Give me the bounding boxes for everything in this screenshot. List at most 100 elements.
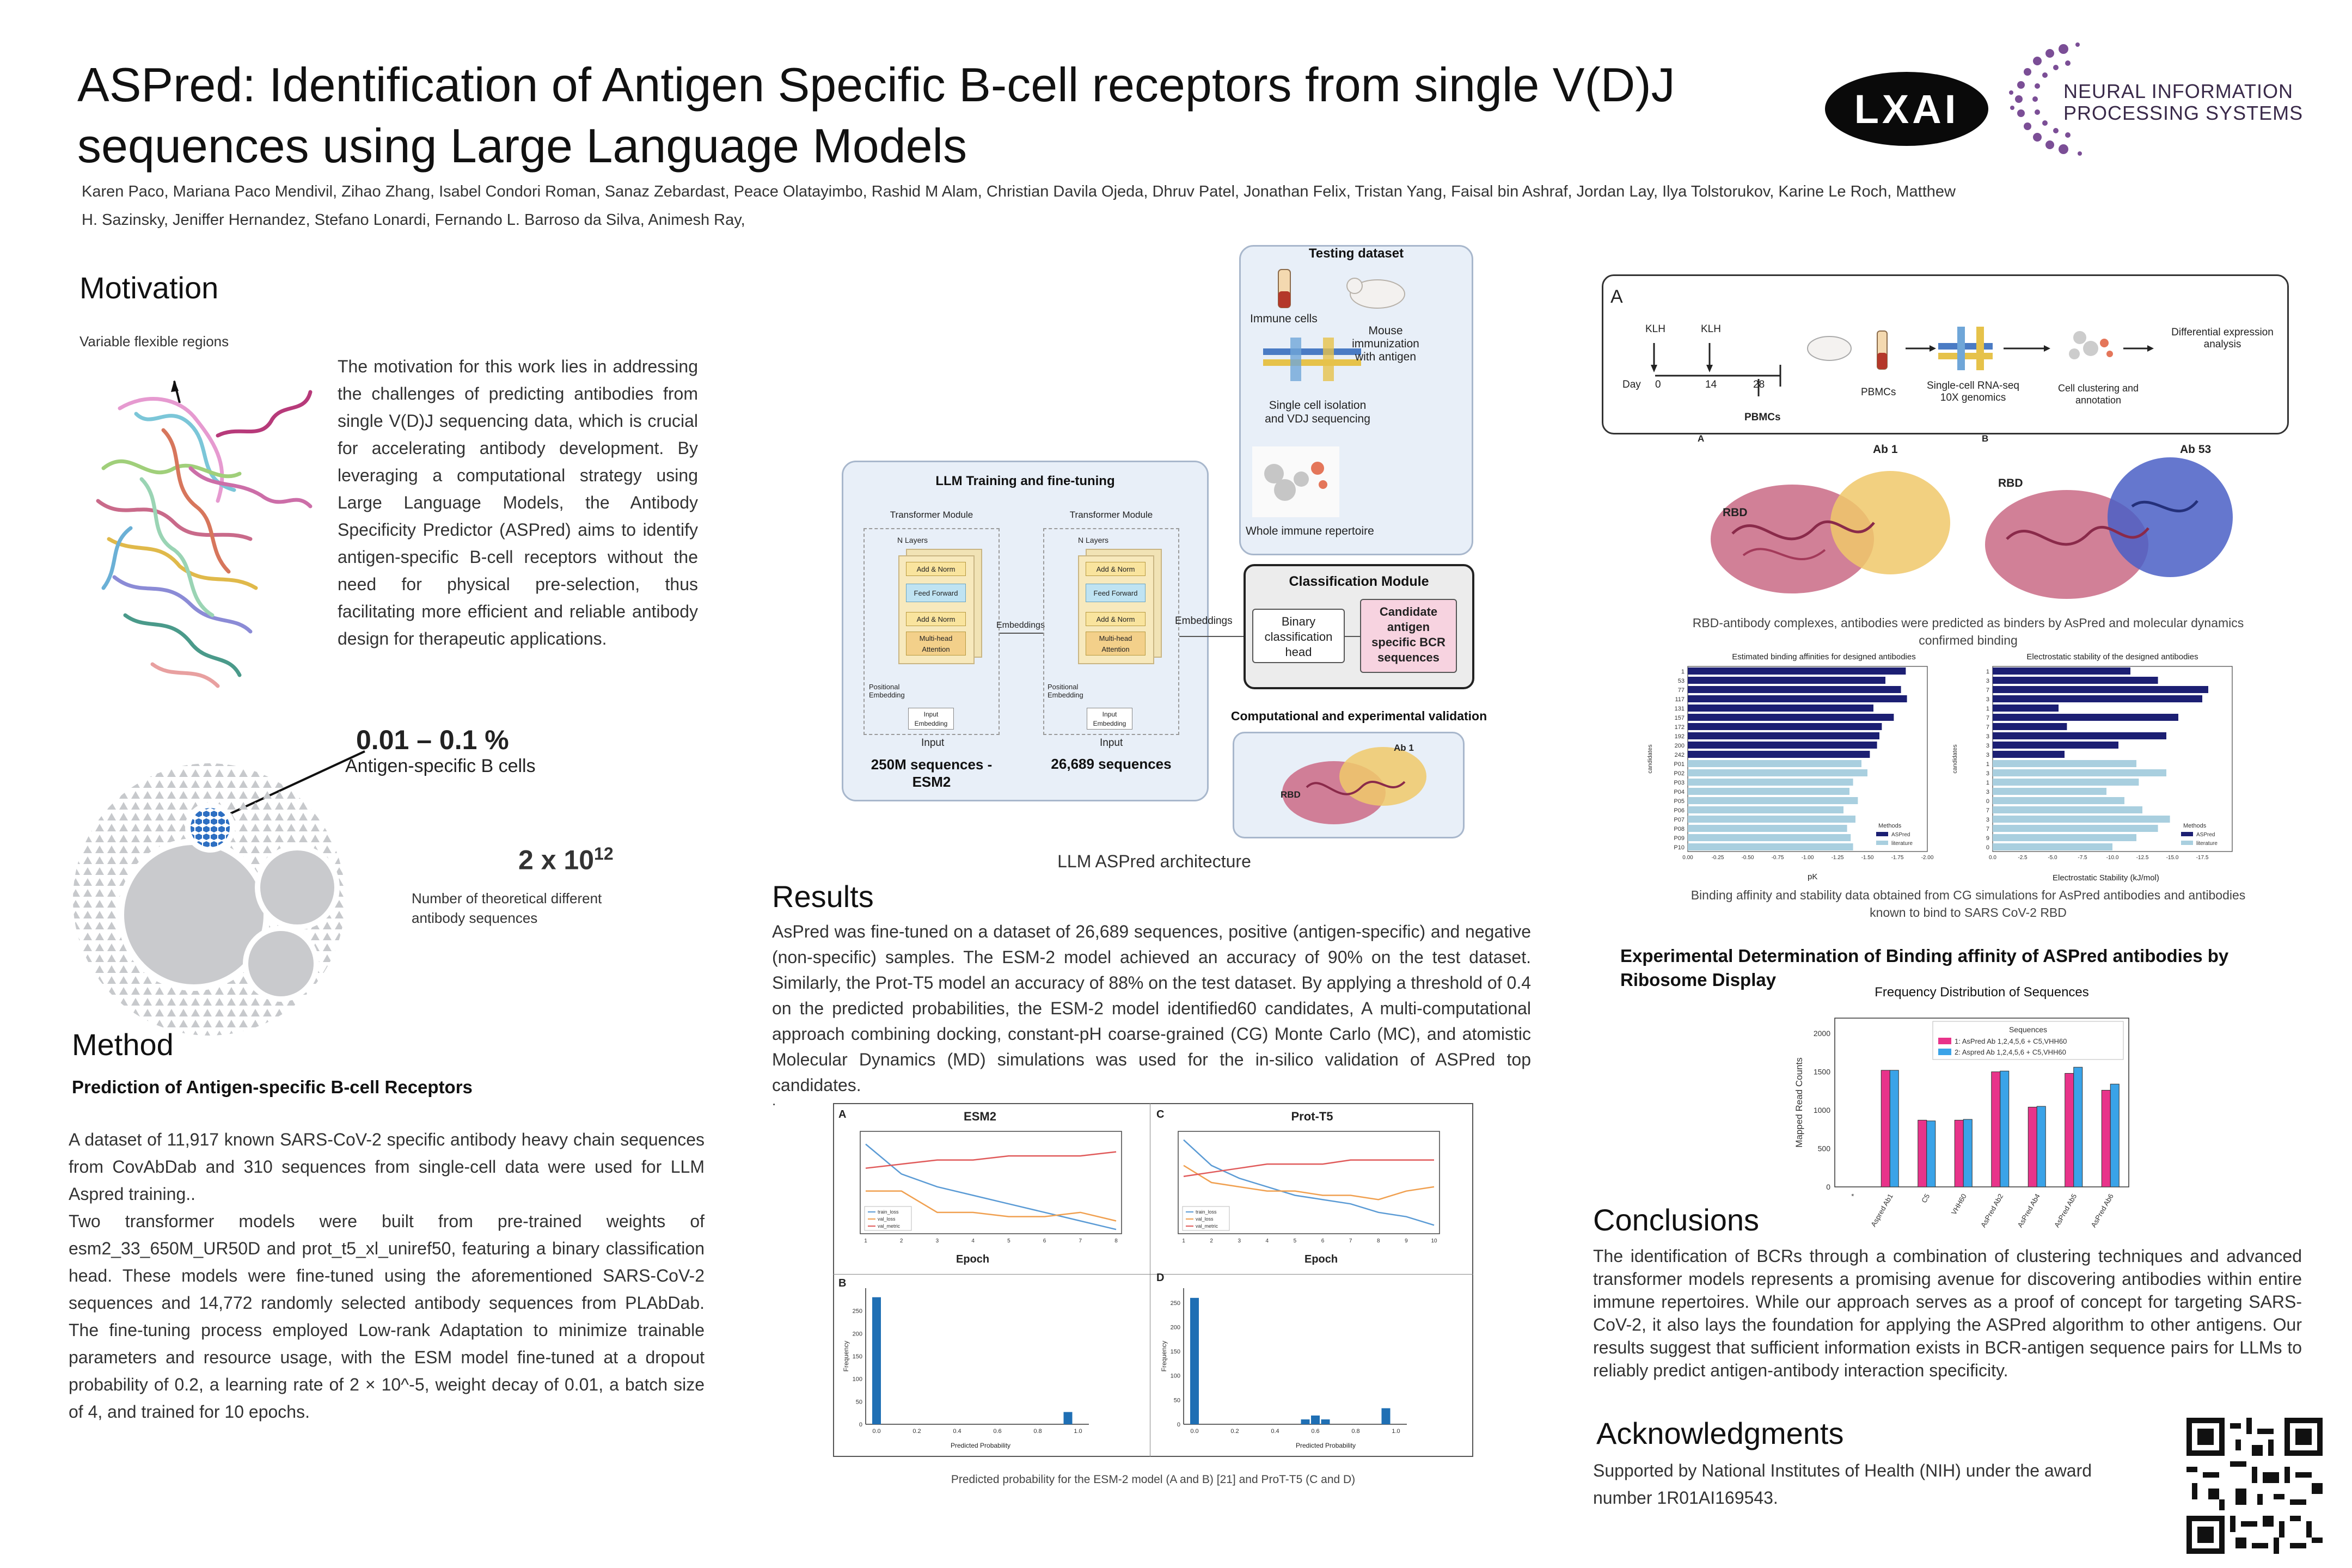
pbmcs-label: PBMCs: [1861, 387, 1896, 398]
prot-hist-ytick: 50: [1174, 1397, 1180, 1404]
epoch-label-a: Epoch: [956, 1253, 990, 1265]
complex-rbd-label-a: RBD: [1723, 506, 1748, 519]
esm-hist-xtick: 0.4: [953, 1428, 961, 1435]
stability-xtick: 0.0: [1989, 855, 1996, 861]
esm-curve-legend-label: val_loss: [878, 1216, 896, 1222]
stability-bar-ASPred: [1993, 705, 2059, 712]
transformer-label-1: Transformer Module: [890, 510, 973, 520]
isolation-label: Single cell isolation and VDJ sequencing: [1247, 399, 1388, 426]
prot-hist-bar: [1321, 1419, 1330, 1424]
esm-probability-histogram: 0 50 100 150 200 250 0.0 0.2 0.4 0.6 0.8 1.0 Frequen…: [842, 1288, 1089, 1435]
ribosome-heading: Experimental Determination of Binding af…: [1620, 944, 2328, 992]
pos-emb-2: Positional Embedding: [1048, 683, 1083, 699]
ribosome-chart-title: Frequency Distribution of Sequences: [1875, 985, 2089, 1000]
qr-code[interactable]: [2186, 1418, 2323, 1554]
sequence-count: 2 x 1012: [518, 844, 614, 876]
stability-legend-swatch-literature: [2181, 841, 2193, 845]
ribosome-ylabel: Mapped Read Counts: [1794, 1057, 1804, 1147]
isolation-label-2: and VDJ sequencing: [1265, 413, 1370, 425]
esm-hist-xtick: 1.0: [1074, 1428, 1082, 1435]
pred-prob-label-d: Predicted Probability: [1296, 1442, 1356, 1449]
classification-title: Classification Module: [1289, 574, 1429, 589]
pos-emb-1-line-2: Embedding: [869, 691, 905, 699]
binding-legend-swatch-literature: [1876, 841, 1888, 845]
esm-hist-ylabel: Frequency: [842, 1341, 850, 1372]
motivation-heading: Motivation: [79, 271, 219, 305]
ribosome-heading-2: Ribosome Display: [1620, 970, 1777, 990]
prot-hist-bar: [1381, 1408, 1391, 1424]
experiment-timeline-box: [1602, 274, 2289, 434]
add-norm-2a: Add & Norm: [1086, 562, 1146, 576]
results-divider-h: [833, 1274, 1473, 1275]
sequence-count-label-2: antibody sequences: [412, 910, 538, 926]
binding-chart-title: Estimated binding affinities for designe…: [1732, 652, 1916, 661]
stability-xtick: -17.5: [2196, 855, 2209, 861]
ribosome-legend-label-1: 1: AsPred Ab 1,2,4,5,6 + C5,VHH60: [1955, 1037, 2067, 1045]
binary-1: Binary: [1281, 615, 1316, 628]
stability-bar-ASPred: [1993, 751, 2065, 758]
binding-xtick: -0.25: [1712, 855, 1724, 861]
esm-hist-ytick: 250: [853, 1308, 862, 1315]
rbd-ab1-complex-image: [1711, 471, 1950, 593]
stability-axes: [1992, 666, 2233, 852]
mha-2-line-1: Multi-head: [1099, 634, 1132, 642]
prot-plot-title: Prot-T5: [1291, 1110, 1333, 1123]
motivation-text: The motivation for this work lies in add…: [338, 357, 698, 648]
stability-category: 0: [1986, 798, 1989, 805]
stability-bar-literature: [1993, 797, 2124, 804]
antibody-structure-image: [96, 380, 313, 688]
panel-d-label: D: [1156, 1272, 1165, 1284]
esm-curve-xtick: 5: [1007, 1238, 1010, 1244]
stability-caption-2: known to bind to SARS CoV-2 RBD: [1870, 905, 2067, 920]
ribosome-ytick: 1500: [1814, 1068, 1830, 1076]
complex-rbd-label-b: RBD: [1998, 477, 2023, 489]
stability-category: 3: [1986, 789, 1989, 795]
ack-line-2: number 1R01AI169543.: [1593, 1488, 1778, 1508]
ribosome-heading-1: Experimental Determination of Binding af…: [1620, 946, 2229, 966]
prot-curve-line-val_loss: [1183, 1165, 1435, 1200]
results-figure-frame: [833, 1103, 1473, 1457]
stability-category: 7: [1986, 807, 1989, 814]
mha-1-line-1: Multi-head: [919, 634, 953, 642]
binding-category: P06: [1674, 807, 1685, 814]
esm-curve-legend-label: train_loss: [878, 1209, 899, 1215]
prot-hist-ytick: 200: [1171, 1324, 1180, 1331]
binding-category: P03: [1674, 780, 1685, 786]
embeddings-label-2: Embeddings: [1175, 615, 1233, 627]
structure-label: Variable flexible regions: [79, 333, 229, 350]
prot-curve-legend-label: val_loss: [1196, 1216, 1214, 1222]
prot-curve-line-train_loss: [1183, 1139, 1435, 1226]
binding-bar-ASPred: [1688, 732, 1879, 739]
cand-4: sequences: [1377, 651, 1440, 664]
stability-caption: Binding affinity and stability data obta…: [1644, 886, 2292, 921]
prot-curve-xtick: 1: [1182, 1238, 1185, 1244]
stability-category: 1: [1986, 780, 1989, 786]
stability-bar-ASPred: [1993, 714, 2178, 721]
ribosome-category: AsPred Ab2: [1979, 1192, 2005, 1229]
architecture-caption: LLM ASPred architecture: [1057, 852, 1251, 871]
input-emb-1-line-2: Embedding: [914, 720, 948, 727]
binding-xtick: -0.75: [1772, 855, 1784, 861]
day-label: Day: [1622, 379, 1641, 390]
immune-cells-label: Immune cells: [1250, 313, 1318, 325]
transformer-module-1: [863, 528, 1000, 735]
pos-emb-1: Positional Embedding: [869, 683, 905, 699]
ribosome-ytick: 1000: [1814, 1106, 1830, 1114]
binding-bar-literature: [1688, 816, 1855, 823]
validation-complex-image: [1282, 747, 1426, 824]
stability-legend-swatch-aspred: [2181, 832, 2193, 836]
stability-bar-literature: [1993, 834, 2136, 841]
esm-hist-ytick: 50: [856, 1399, 862, 1405]
isolation-label-1: Single cell isolation: [1269, 399, 1367, 412]
prot-hist-xtick: 0.2: [1230, 1428, 1239, 1435]
binding-xtick: -1.00: [1802, 855, 1814, 861]
sequence-count-label: Number of theoretical different antibody…: [412, 889, 602, 928]
stability-legend: Methods ASPred literature: [2181, 823, 2218, 847]
esm-plot-title: ESM2: [964, 1110, 996, 1123]
binding-bar-literature: [1688, 760, 1861, 767]
esm-hist-xtick: 0.6: [993, 1428, 1001, 1435]
binding-bar-ASPred: [1688, 695, 1907, 702]
binding-category: 53: [1678, 678, 1685, 684]
ribosome-ytick: 500: [1818, 1144, 1831, 1153]
binding-ylabel: candidates: [1647, 744, 1653, 774]
